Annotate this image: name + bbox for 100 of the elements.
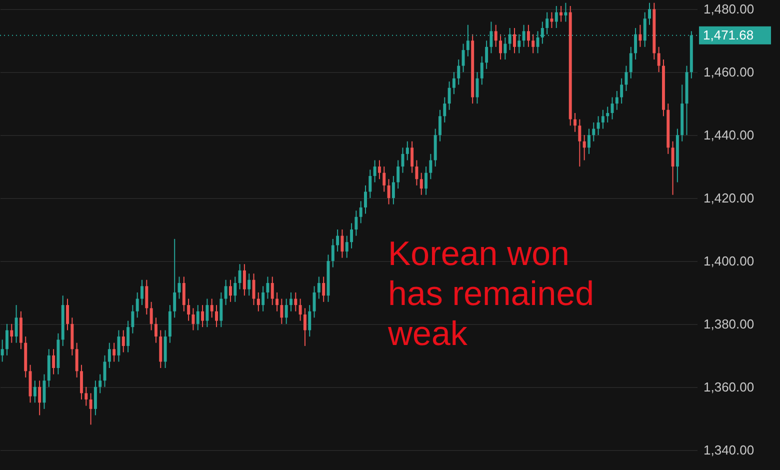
candlestick [560, 5, 563, 22]
candlestick [378, 160, 381, 180]
candlestick [33, 380, 36, 404]
candlestick [145, 279, 148, 315]
candlestick [615, 90, 618, 110]
candlestick [276, 292, 279, 312]
annotation: Korean won has remained weak [387, 235, 594, 353]
candlestick [234, 276, 237, 302]
candlestick [452, 72, 456, 95]
candlestick [294, 292, 298, 312]
candlestick [350, 222, 354, 249]
candlestick [550, 12, 554, 29]
candlestick [108, 342, 111, 369]
candlestick [443, 96, 446, 123]
ref-line-label: 1,471.68 [703, 27, 754, 42]
candlestick [424, 166, 428, 196]
candlestick [406, 140, 409, 161]
candlestick [112, 342, 116, 362]
candlestick [266, 276, 270, 300]
candlestick [182, 276, 186, 312]
candlestick [620, 78, 624, 104]
candlestick [592, 122, 596, 142]
candlestick [415, 160, 418, 186]
candlestick [290, 292, 292, 312]
candlestick [126, 320, 130, 353]
candlestick [601, 109, 604, 130]
candlestick [629, 46, 632, 79]
candlestick [220, 292, 223, 328]
y-tick-label: 1,440.00 [704, 128, 754, 143]
candlestick [136, 292, 139, 318]
candlestick [578, 118, 582, 168]
y-tick-label: 1,380.00 [704, 316, 754, 332]
candlestick [262, 286, 265, 312]
candlestick [187, 298, 190, 322]
y-tick-label: 1,340.00 [704, 442, 754, 458]
candlestick [392, 175, 395, 205]
candlestick [648, 2, 651, 26]
candlestick [154, 317, 158, 344]
candlestick [396, 160, 400, 190]
candlestick [94, 380, 97, 416]
candlestick [462, 43, 465, 73]
candlestick [248, 273, 251, 296]
candlestick [494, 24, 498, 48]
candlestick [38, 380, 42, 416]
candlestick [10, 323, 14, 344]
candlestick [303, 308, 306, 346]
candlestick [196, 304, 200, 331]
candlestick [340, 228, 344, 258]
y-tick-label: 1,400.00 [704, 253, 754, 268]
candlestick [457, 59, 460, 86]
candlestick [0, 339, 4, 362]
candlestick [228, 279, 232, 302]
candlestick [354, 210, 358, 236]
candlestick [336, 228, 340, 252]
candlestick [140, 279, 144, 306]
candlestick [322, 276, 326, 302]
candlestick [554, 5, 558, 29]
candlestick [596, 116, 600, 136]
candlestick [317, 276, 320, 300]
candlestick [215, 304, 218, 328]
candlestick [364, 184, 367, 214]
y-tick-label: 1,480.00 [704, 2, 754, 17]
candlestick [499, 34, 502, 60]
candlestick [410, 140, 414, 174]
candlestick [448, 81, 451, 110]
candlestick [564, 2, 568, 22]
candlestick [512, 28, 516, 54]
candlestick [52, 348, 56, 375]
candlestick [131, 304, 134, 334]
candlestick [192, 308, 195, 331]
candlestick [173, 238, 176, 318]
candlestick [14, 304, 18, 344]
candlestick [638, 24, 642, 48]
candlestick [582, 134, 586, 161]
candlestick [587, 128, 590, 154]
candlestick [201, 304, 204, 328]
candlestick [117, 330, 120, 362]
candlestick [284, 298, 288, 324]
candlestick [150, 301, 153, 331]
candlestick [75, 342, 78, 378]
candlestick [429, 153, 432, 180]
candlestick [480, 56, 484, 86]
candlestick [5, 323, 8, 356]
candlestick [270, 276, 274, 306]
candlestick [206, 298, 209, 328]
candlestick [298, 298, 302, 322]
candlestick [532, 34, 535, 54]
y-tick-label: 1,460.00 [704, 64, 754, 80]
candlestick [606, 106, 610, 123]
candlestick [80, 364, 83, 400]
candlestick [308, 304, 312, 338]
y-tick-label: 1,360.00 [704, 379, 754, 394]
candlestick [224, 279, 228, 306]
candlestick [84, 386, 88, 406]
candlestick [359, 200, 362, 224]
candlestick [242, 264, 246, 296]
candlestick [382, 166, 386, 192]
candlestick [66, 298, 69, 331]
candlestick [312, 286, 316, 318]
candlestick [210, 298, 214, 318]
